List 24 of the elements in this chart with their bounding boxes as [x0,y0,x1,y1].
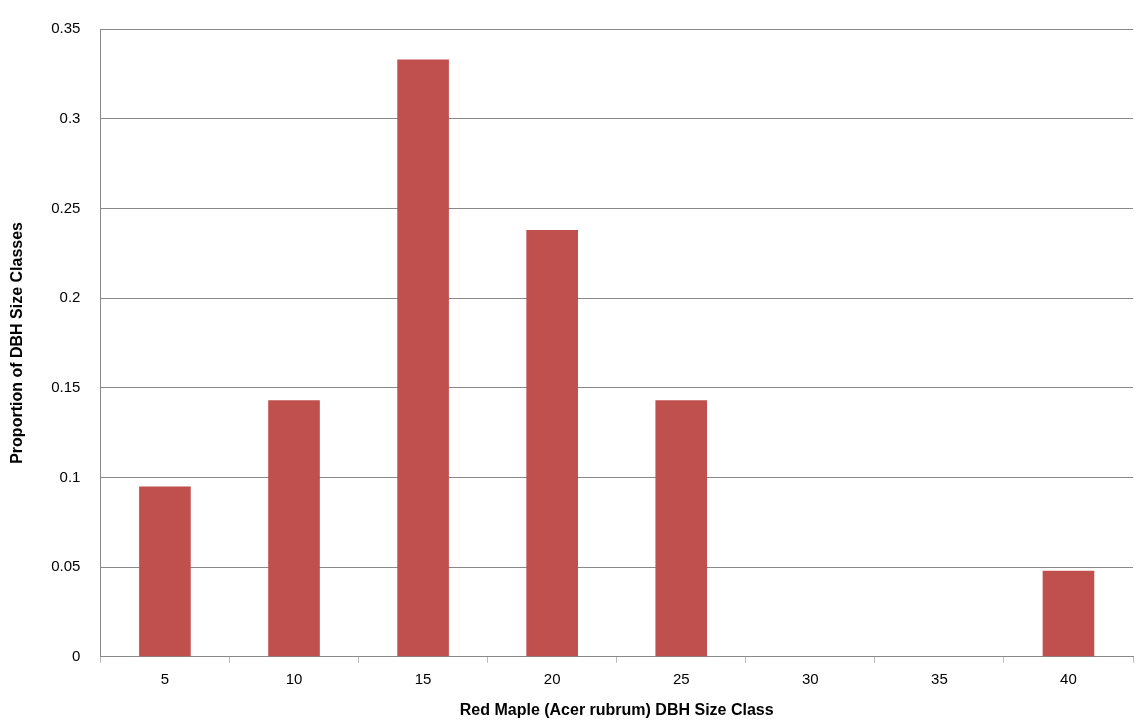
y-tick-label: 0.3 [59,108,81,126]
y-tick-label: 0.2 [59,288,81,306]
y-tick-label: 0 [72,646,81,664]
bar [526,229,578,657]
x-tick-label: 15 [414,669,432,687]
x-tick-label: 5 [160,669,170,687]
x-tick-label: 35 [931,669,948,687]
y-tick-label: 0.35 [51,19,81,37]
x-tick-label: 25 [672,669,690,687]
bar [397,59,449,657]
bar [1042,570,1095,657]
y-axis-title: Proportion of DBH Size Classes [8,221,26,464]
x-axis-title: Red Maple (Acer rubrum) DBH Size Class [459,700,774,718]
x-tick-label: 10 [285,669,303,687]
bar [655,400,708,657]
y-tick-label: 0.05 [51,557,81,575]
bar [268,400,320,657]
x-tick-label: 40 [1060,669,1077,687]
x-tick-label: 30 [801,669,819,687]
y-tick-label: 0.1 [59,467,81,485]
y-tick-label: 0.15 [51,377,81,395]
bar [139,486,191,657]
y-tick-label: 0.25 [51,198,81,216]
x-tick-label: 20 [543,669,561,687]
